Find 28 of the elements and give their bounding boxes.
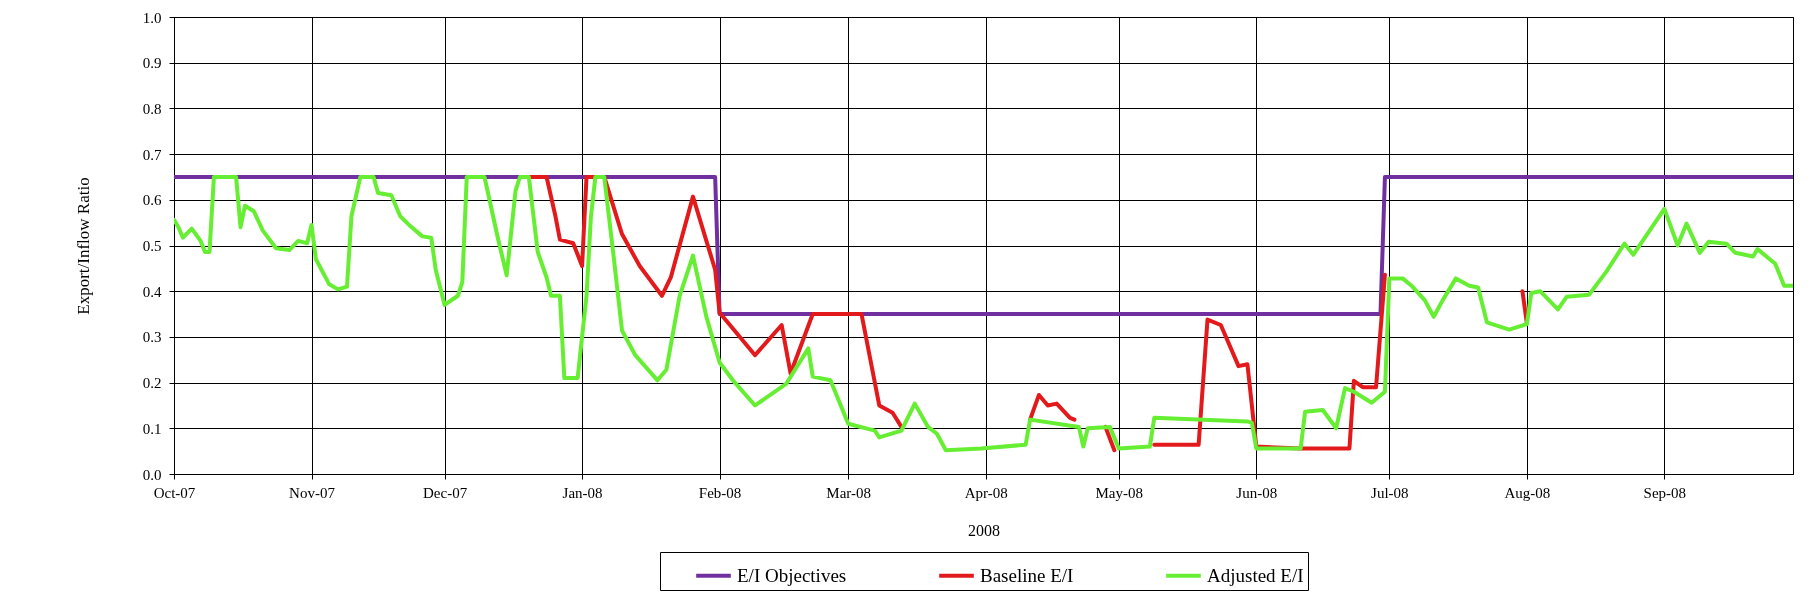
y-tick-label: 0.4 xyxy=(142,283,162,300)
y-tick-label: 0.2 xyxy=(142,375,162,392)
y-tick-label: 0.9 xyxy=(142,55,162,72)
y-tick-label: 0.5 xyxy=(142,238,162,254)
legend-label: Baseline E/I xyxy=(980,564,1074,586)
legend-label: E/I Objectives xyxy=(737,564,847,586)
y-tick-label: 0.6 xyxy=(142,192,162,209)
x-tick-label: Apr-08 xyxy=(964,484,1008,501)
x-tick-label: Sep-08 xyxy=(1643,484,1687,501)
x-axis-title: 2008 xyxy=(968,521,1000,539)
x-tick-label: Oct-07 xyxy=(153,484,196,501)
y-tick-label: 0.0 xyxy=(142,466,162,483)
x-tick-label: Nov-07 xyxy=(289,484,336,501)
x-tick-label: Dec-07 xyxy=(422,484,468,501)
y-tick-label: 0.8 xyxy=(142,100,162,117)
y-tick-label: 1.0 xyxy=(142,9,162,26)
y-tick-label: 0.1 xyxy=(142,420,162,437)
x-tick-label: Jun-08 xyxy=(1236,484,1278,501)
y-tick-label: 0.3 xyxy=(142,329,162,346)
x-tick-label: May-08 xyxy=(1095,484,1144,501)
x-tick-label: Feb-08 xyxy=(698,484,742,501)
legend-label: Adjusted E/I xyxy=(1207,564,1304,586)
x-tick-label: Jan-08 xyxy=(562,484,603,501)
y-tick-label: 0.7 xyxy=(142,146,162,163)
x-tick-label: Aug-08 xyxy=(1504,484,1551,501)
y-axis-title: Export/Inflow Ratio xyxy=(73,177,93,315)
x-tick-label: Jul-08 xyxy=(1371,484,1409,501)
x-tick-label: Mar-08 xyxy=(826,484,872,501)
